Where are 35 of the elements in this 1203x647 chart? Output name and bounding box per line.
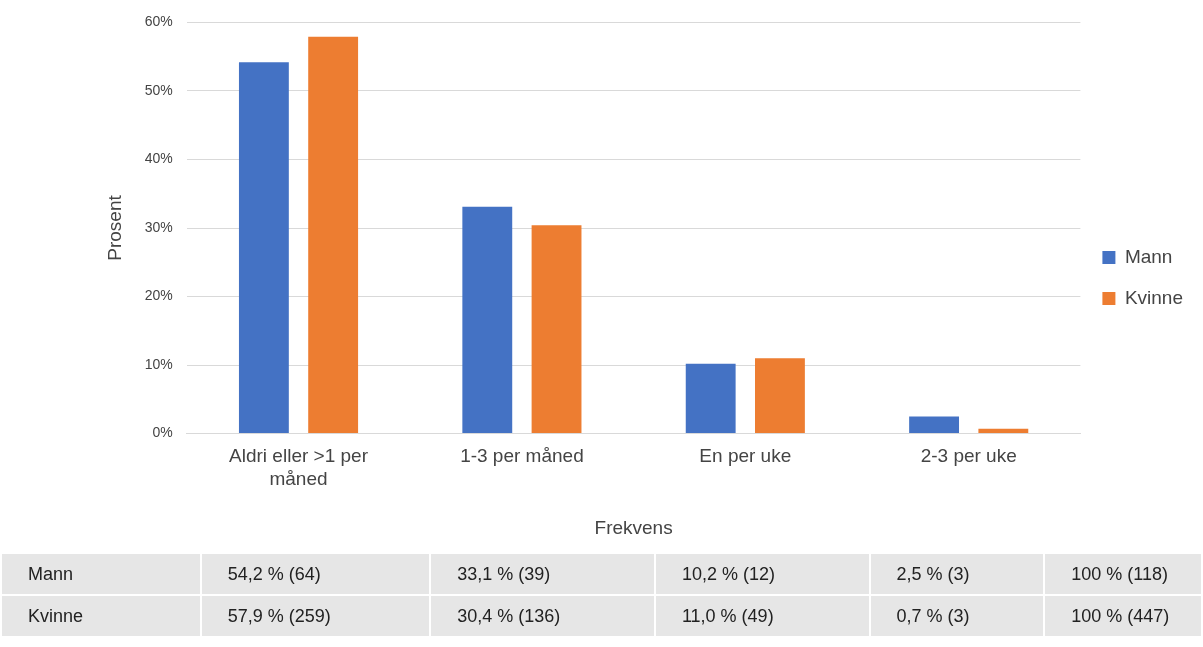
bar: [531, 225, 582, 434]
bar: [308, 36, 359, 434]
bar: [238, 62, 289, 434]
text: 100 % (118): [1044, 553, 1202, 595]
x-tick-label: 1-3 per måned: [460, 445, 584, 467]
text: Mann: [28, 563, 74, 584]
bar: [462, 206, 513, 434]
text: Kvinne: [28, 605, 84, 626]
x-axis-title: Frekvens: [594, 516, 673, 538]
data-label: 0,7 % (3): [869, 595, 1045, 637]
legend-label: Mann: [1124, 245, 1173, 267]
data-label: 54,2 % (64): [200, 553, 431, 595]
bar: [978, 428, 1029, 434]
y-tick-label: 20%: [144, 287, 173, 304]
data-label: 10,2 % (12): [654, 553, 870, 595]
data-label: 33,1 % (39): [430, 553, 655, 595]
x-tick-label: En per uke: [699, 445, 792, 467]
bar: [909, 416, 960, 434]
data-label: 11,0 % (49): [654, 595, 870, 637]
legend-label: Kvinne: [1124, 286, 1184, 308]
y-axis-title: Prosent: [103, 194, 125, 261]
x-tick-label: 2-3 per uke: [920, 445, 1017, 467]
x-tick-label: Aldri eller >1 per måned: [229, 445, 369, 490]
y-tick-label: 60%: [144, 13, 173, 30]
bar: [755, 358, 805, 434]
y-tick-label: 10%: [144, 355, 173, 372]
data-label: 2,5 % (3): [869, 553, 1045, 595]
data-label: 30,4 % (136): [430, 595, 655, 637]
bar: [685, 363, 736, 434]
y-tick-label: 30%: [144, 218, 173, 235]
y-tick-label: 50%: [144, 81, 173, 98]
text: 100 % (447): [1044, 595, 1202, 637]
y-tick-label: 40%: [144, 150, 173, 167]
data-label: 57,9 % (259): [200, 595, 431, 637]
y-tick-label: 0%: [152, 424, 173, 441]
